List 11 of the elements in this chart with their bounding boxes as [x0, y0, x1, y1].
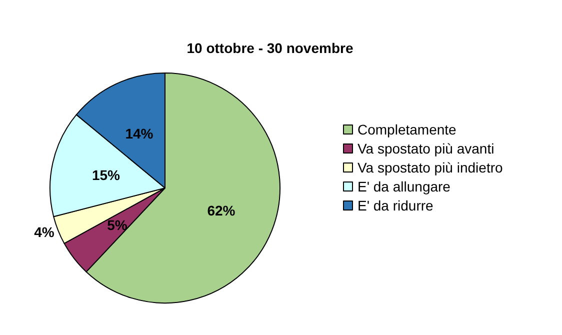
legend-label: E' da ridurre: [358, 198, 434, 214]
legend-label: Completamente: [358, 122, 457, 138]
legend-label: Va spostato più avanti: [358, 140, 494, 156]
data-label: 62%: [207, 202, 236, 218]
data-label: 5%: [107, 217, 128, 234]
data-label: 15%: [92, 166, 121, 183]
legend-label: E' da allungare: [358, 178, 451, 194]
data-label: 14%: [125, 125, 154, 142]
chart-title: 10 ottobre - 30 novembre: [186, 40, 354, 56]
data-label: 4%: [34, 224, 55, 240]
legend-label: Va spostato più indietro: [358, 160, 503, 176]
